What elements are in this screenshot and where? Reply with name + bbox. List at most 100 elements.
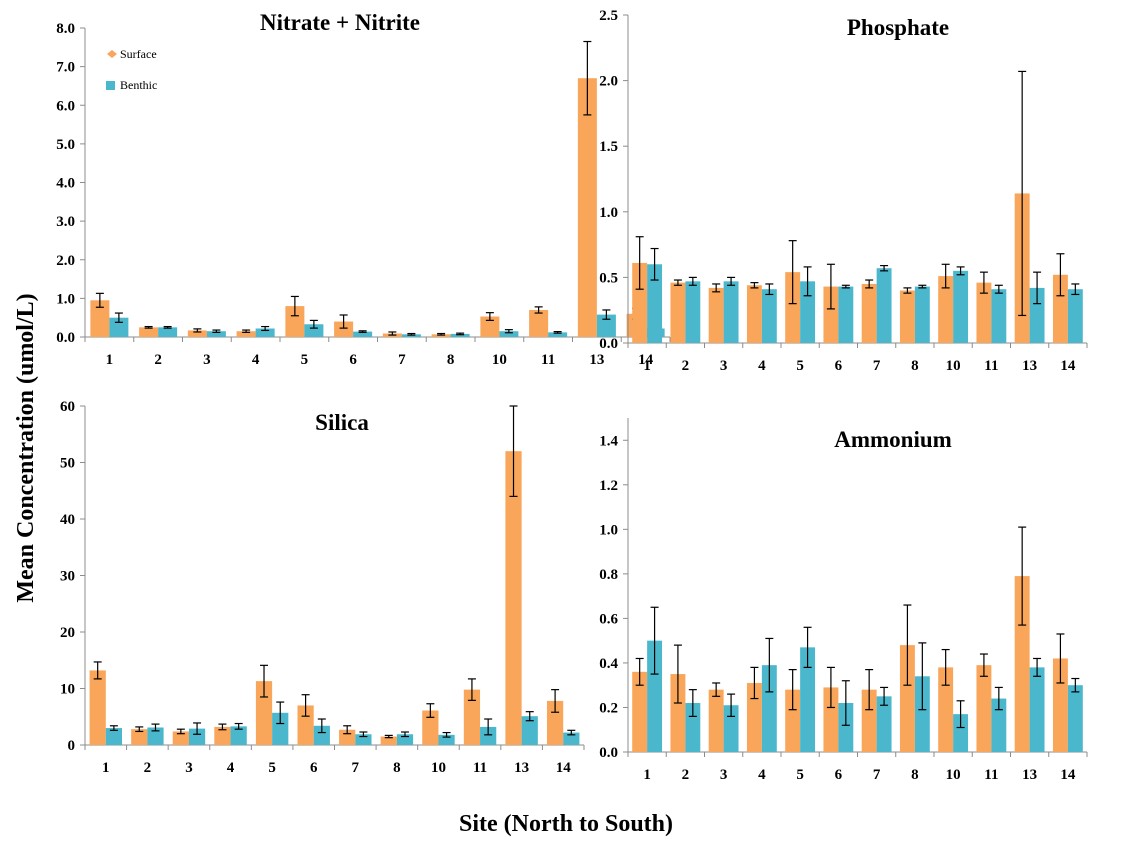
y-tick-label: 0.0: [599, 336, 618, 352]
chart-ammonium: 0.0 0.2 0.4 0.6 0.8 1.0 1.2 1.4 1 2 3 4 5 6 7 8 10 11 13 14…: [599, 418, 1088, 783]
x-tick-label: 5: [796, 767, 804, 783]
bar-surface: [255, 681, 273, 745]
y-tick-label: 2.0: [56, 253, 75, 269]
chart-title: Ammonium: [834, 427, 952, 452]
x-tick-label: 2: [682, 358, 690, 374]
x-tick-label: 1: [106, 352, 114, 368]
legend: Surface Benthic: [106, 47, 157, 92]
bar-benthic: [685, 703, 701, 752]
chart-title: Phosphate: [847, 15, 949, 40]
x-tick-label: 8: [911, 767, 919, 783]
bar-surface: [708, 287, 724, 343]
y-tick-label: 1.2: [599, 478, 618, 494]
y-tick-label: 6.0: [56, 98, 75, 114]
x-tick-label: 2: [154, 352, 162, 368]
bar-benthic: [480, 726, 497, 745]
y-tick-label: 60: [60, 399, 75, 415]
x-tick-label: 4: [758, 767, 766, 783]
bar-surface: [823, 687, 839, 752]
x-tick-label: 7: [398, 352, 406, 368]
x-tick-label: 10: [946, 358, 961, 374]
bar-surface: [187, 330, 207, 337]
x-tick-label: 14: [1060, 767, 1076, 783]
y-tick-label: 0.0: [56, 330, 75, 346]
bar-surface: [746, 285, 762, 343]
bar-benthic: [313, 725, 330, 745]
bar-benthic: [396, 734, 414, 745]
y-tick-label: 5.0: [56, 137, 75, 153]
bar-benthic: [206, 331, 226, 337]
bar-surface: [214, 726, 231, 745]
bar-surface: [785, 272, 801, 343]
chart-title: Nitrate + Nitrite: [260, 10, 420, 35]
x-tick-label: 1: [643, 767, 651, 783]
bar-benthic: [991, 698, 1007, 752]
y-tick-label: 30: [60, 569, 75, 585]
y-tick-label: 1.0: [599, 522, 618, 538]
bar-surface: [670, 674, 686, 752]
bar-benthic: [109, 317, 129, 337]
y-tick-label: 2.5: [599, 8, 618, 24]
bar-surface: [334, 321, 354, 337]
bar-benthic: [723, 281, 739, 343]
y-tick-label: 10: [60, 682, 75, 698]
bar-benthic: [761, 289, 777, 343]
bar-surface: [172, 731, 189, 745]
y-tick-label: 0.2: [599, 700, 618, 716]
bar-benthic: [761, 665, 777, 752]
x-tick-label: 6: [349, 352, 357, 368]
x-tick-label: 5: [301, 352, 309, 368]
x-tick-label: 11: [541, 352, 555, 368]
bar-benthic: [876, 696, 892, 752]
x-axis-title: Site (North to South): [459, 811, 673, 837]
x-tick-label: 4: [252, 352, 260, 368]
bar-benthic: [563, 732, 580, 745]
bar-benthic: [499, 331, 519, 337]
bar-benthic: [158, 327, 178, 337]
y-tick-label: 0.8: [599, 567, 618, 583]
x-tick-label: 4: [227, 760, 235, 776]
x-tick-label: 14: [1060, 358, 1076, 374]
x-tick-label: 3: [720, 767, 728, 783]
x-tick-label: 7: [352, 760, 360, 776]
y-tick-label: 0.0: [599, 745, 618, 761]
bar-surface: [480, 316, 500, 337]
x-tick-label: 2: [682, 767, 690, 783]
x-tick-label: 2: [144, 760, 152, 776]
x-tick-label: 11: [984, 767, 998, 783]
bar-benthic: [838, 286, 854, 343]
bar-benthic: [914, 676, 930, 752]
bar-surface: [463, 689, 481, 745]
y-tick-label: 0.6: [599, 611, 618, 627]
bar-benthic: [953, 714, 969, 752]
x-tick-label: 14: [556, 760, 572, 776]
bar-surface: [976, 665, 992, 752]
bar-surface: [632, 671, 648, 752]
legend-marker-benthic: [106, 81, 115, 90]
y-tick-label: 1.0: [56, 291, 75, 307]
x-tick-label: 3: [203, 352, 211, 368]
chart-phosphate: 0.0 0.5 1.0 1.5 2.0 2.5 1 2 3 4 5 6 7 8 10 11 13 14 Phosph…: [599, 8, 1088, 374]
bar-benthic: [353, 331, 373, 337]
x-tick-label: 1: [643, 358, 651, 374]
bar-benthic: [914, 286, 930, 343]
bar-surface: [1052, 274, 1068, 343]
x-tick-label: 4: [758, 358, 766, 374]
x-tick-label: 6: [835, 358, 843, 374]
x-tick-label: 14: [638, 352, 654, 368]
x-tick-label: 7: [873, 358, 881, 374]
y-tick-label: 0.4: [599, 656, 618, 672]
bar-benthic: [255, 328, 275, 337]
bar-benthic: [647, 264, 663, 343]
bar-surface: [938, 667, 954, 752]
x-tick-label: 8: [447, 352, 455, 368]
bar-surface: [139, 327, 159, 337]
legend-marker-surface: [107, 50, 117, 58]
bar-surface: [785, 689, 801, 752]
bar-surface: [746, 682, 762, 752]
bar-benthic: [991, 289, 1007, 343]
x-tick-label: 10: [431, 760, 446, 776]
bar-benthic: [685, 281, 701, 343]
bar-surface: [899, 290, 915, 343]
bar-benthic: [304, 324, 324, 337]
